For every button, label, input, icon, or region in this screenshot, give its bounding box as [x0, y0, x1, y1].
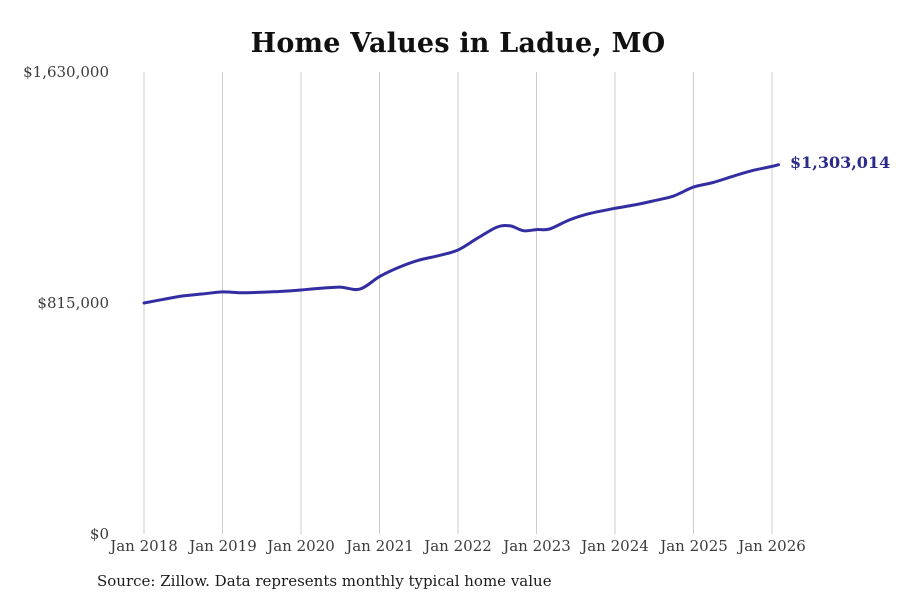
end-value-label: $1,303,014: [790, 153, 891, 172]
source-note: Source: Zillow. Data represents monthly …: [97, 572, 552, 590]
x-axis-tick-label: Jan 2022: [424, 537, 492, 555]
x-axis-tick-label: Jan 2024: [581, 537, 649, 555]
x-axis-tick-label: Jan 2023: [503, 537, 571, 555]
x-axis-tick-label: Jan 2026: [738, 537, 806, 555]
home-value-line: [142, 163, 780, 305]
x-axis-tick-label: Jan 2021: [346, 537, 414, 555]
y-axis-tick-label: $815,000: [37, 294, 109, 312]
y-axis-tick-label: $1,630,000: [23, 63, 109, 81]
x-axis-tick-label: Jan 2019: [189, 537, 257, 555]
x-axis-tick-label: Jan 2018: [110, 537, 178, 555]
y-axis-tick-label: $0: [89, 525, 109, 543]
x-axis-tick-label: Jan 2025: [660, 537, 728, 555]
x-axis-tick-label: Jan 2020: [267, 537, 335, 555]
chart-title: Home Values in Ladue, MO: [250, 28, 666, 59]
gridlines: [143, 72, 773, 534]
